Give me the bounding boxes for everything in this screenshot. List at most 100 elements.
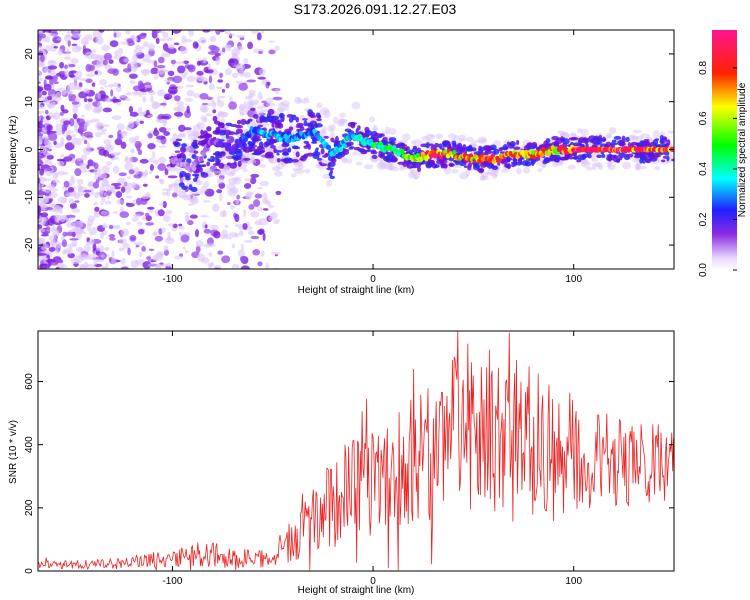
noise-blob: [158, 178, 164, 183]
noise-blob: [224, 30, 231, 35]
band-blob: [482, 145, 491, 150]
noise-blob: [86, 26, 93, 30]
noise-blob: [261, 198, 270, 205]
noise-blob: [155, 263, 162, 269]
noise-blob: [128, 169, 135, 175]
halo-blob: [218, 118, 226, 123]
noise-blob: [92, 243, 97, 252]
ridge-point: [191, 166, 197, 172]
noise-blob: [38, 81, 41, 84]
noise-blob: [257, 206, 263, 212]
noise-blob: [40, 26, 47, 29]
noise-blob: [104, 246, 110, 252]
noise-blob: [38, 237, 46, 245]
noise-blob: [77, 137, 82, 146]
band-blob: [176, 153, 183, 158]
band-blob: [215, 154, 220, 160]
noise-blob: [136, 197, 142, 206]
noise-blob: [225, 68, 232, 76]
band-blob: [184, 175, 190, 179]
band-blob: [235, 124, 244, 129]
noise-blob: [61, 126, 66, 135]
noise-blob: [87, 215, 96, 222]
noise-blob: [204, 69, 214, 74]
noise-blob: [71, 45, 82, 53]
noise-blob: [100, 130, 106, 135]
noise-blob: [59, 61, 65, 69]
noise-blob: [158, 202, 165, 206]
band-blob: [276, 152, 280, 156]
noise-blob: [38, 183, 41, 191]
noise-blob: [194, 229, 200, 238]
noise-blob: [64, 69, 69, 77]
halo-blob: [239, 108, 247, 116]
noise-blob: [147, 263, 157, 268]
noise-blob: [144, 84, 154, 88]
band-blob: [411, 147, 419, 153]
band-blob: [512, 158, 517, 162]
noise-blob: [83, 97, 88, 103]
y-tick-label: -20: [24, 237, 35, 252]
band-blob: [267, 108, 275, 116]
snr-x-label: Height of straight line (km): [298, 585, 415, 596]
noise-blob: [127, 121, 135, 129]
noise-blob: [64, 34, 75, 38]
noise-blob: [187, 64, 196, 73]
noise-blob: [174, 255, 183, 260]
noise-blob: [169, 84, 176, 87]
band-blob: [505, 163, 511, 169]
noise-blob: [78, 82, 83, 88]
noise-blob: [115, 224, 121, 230]
x-tick-label: 0: [370, 576, 376, 587]
noise-blob: [240, 243, 244, 251]
halo-blob: [355, 161, 363, 166]
noise-blob: [62, 171, 69, 175]
band-blob: [247, 141, 256, 146]
noise-blob: [199, 104, 207, 113]
spectrogram-x-label: Height of straight line (km): [298, 285, 415, 296]
noise-blob: [84, 51, 95, 60]
noise-blob: [38, 190, 46, 196]
noise-blob: [138, 24, 142, 28]
spectrogram-blobs: [38, 24, 674, 269]
halo-blob: [222, 164, 232, 172]
noise-blob: [61, 109, 69, 114]
noise-blob: [99, 79, 108, 86]
halo-blob: [634, 163, 642, 171]
halo-blob: [371, 127, 379, 131]
band-blob: [374, 132, 381, 139]
noise-blob: [116, 123, 125, 131]
noise-blob: [169, 90, 177, 94]
band-blob: [200, 171, 206, 175]
noise-blob: [247, 41, 254, 50]
halo-blob: [458, 138, 468, 142]
noise-blob: [200, 257, 210, 264]
band-blob: [345, 141, 354, 147]
noise-blob: [110, 190, 117, 195]
band-blob: [610, 142, 614, 146]
noise-blob: [203, 228, 212, 234]
noise-blob: [86, 164, 90, 170]
halo-blob: [322, 109, 331, 118]
noise-blob: [268, 49, 276, 55]
noise-blob: [186, 75, 196, 82]
noise-blob: [100, 124, 110, 128]
noise-blob: [103, 139, 112, 145]
noise-blob: [149, 164, 154, 172]
band-blob: [303, 140, 309, 144]
noise-blob: [209, 224, 219, 230]
noise-blob: [212, 267, 223, 269]
noise-blob: [104, 64, 112, 70]
x-tick-label: 0: [370, 274, 376, 285]
noise-blob: [161, 191, 169, 196]
noise-blob: [250, 211, 260, 218]
noise-blob: [52, 114, 56, 118]
noise-blob: [254, 193, 263, 199]
noise-blob: [167, 231, 171, 237]
halo-blob: [567, 164, 576, 170]
noise-blob: [158, 228, 163, 235]
noise-blob: [101, 165, 110, 174]
band-blob: [516, 140, 520, 145]
noise-blob: [138, 33, 147, 40]
halo-blob: [294, 96, 302, 105]
